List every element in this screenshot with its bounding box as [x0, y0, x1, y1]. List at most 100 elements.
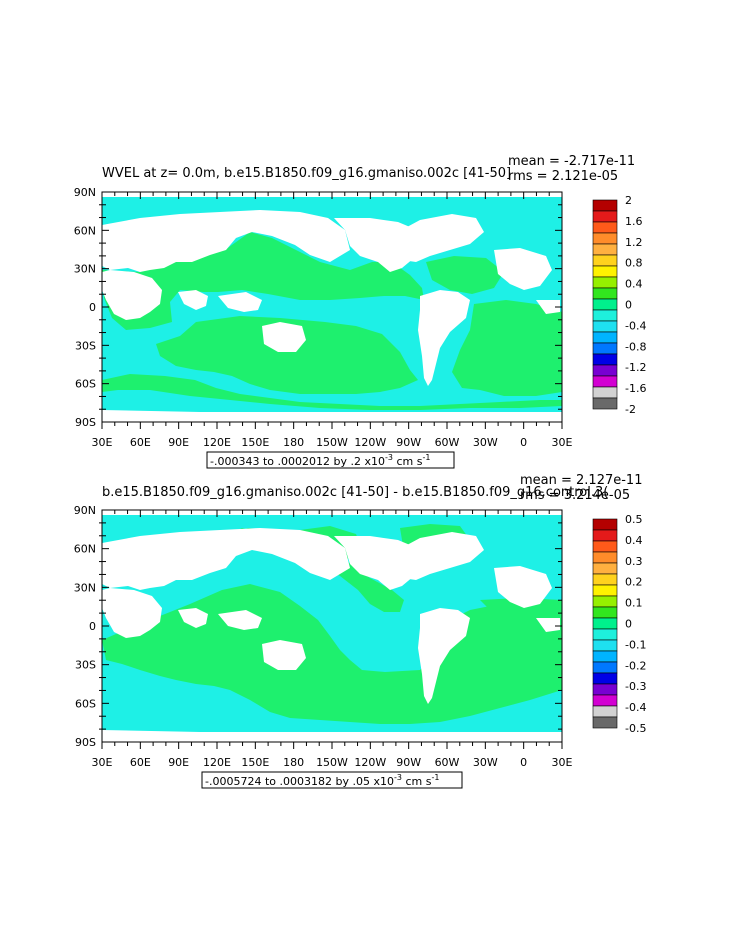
range-text: -.0005724 to .0003182 by .05 x10	[205, 775, 394, 788]
lon-label: 60W	[435, 756, 460, 769]
colorbar-box	[592, 529, 618, 542]
colorbar-box	[592, 551, 618, 564]
colorbar-box	[592, 650, 618, 663]
colorbar-box	[592, 683, 618, 696]
colorbar-box	[592, 331, 618, 344]
lon-label: 120W	[354, 436, 386, 449]
panel-top: WVEL at z= 0.0m, b.e15.B1850.f09_g16.gma…	[74, 154, 646, 469]
lon-label: 90W	[396, 436, 421, 449]
lon-label: 120E	[203, 436, 231, 449]
colorbar-label: -0.2	[625, 659, 646, 672]
lat-ticks-right	[555, 509, 562, 743]
lat-label: 90N	[74, 504, 96, 517]
lon-label: 30E	[92, 756, 113, 769]
lon-label: 0	[520, 756, 527, 769]
colorbar-label: 0.2	[625, 576, 643, 589]
colorbar-box	[592, 210, 618, 223]
colorbar-box	[592, 694, 618, 707]
lon-axis-labels: 30E 60E 90E 120E 150E 180 150W 120W 90W 60W 30W 0 30…	[92, 756, 573, 769]
mean-stat: mean = 2.127e-11	[520, 473, 642, 488]
colorbar-box	[592, 705, 618, 718]
lat-label: 30S	[75, 659, 96, 672]
positive-velocity-regions	[102, 232, 562, 410]
lon-label: 150W	[316, 436, 348, 449]
colorbar-box	[592, 386, 618, 399]
rms-stat: rms = 2.121e-05	[508, 169, 618, 184]
lon-ticks-bottom	[101, 422, 563, 429]
colorbar-label: -2	[625, 403, 636, 416]
colorbar-label: 0.3	[625, 555, 643, 568]
lat-label: 60S	[75, 378, 96, 391]
lon-label: 30E	[92, 436, 113, 449]
colorbar-label: 0.4	[625, 278, 643, 291]
lon-axis-labels: 30E 60E 90E 120E 150E 180 150W 120W 90W 60W 30W 0 30…	[92, 436, 573, 449]
svg-text:-.0005724 to .0003182 by .05 x: -.0005724 to .0003182 by .05 x10-3 cm s-…	[205, 773, 439, 788]
lon-label: 60E	[130, 756, 151, 769]
colorbar-box	[592, 672, 618, 685]
colorbar-box	[592, 287, 618, 300]
panel-bottom: b.e15.B1850.f09_g16.gmaniso.002c [41-50]…	[74, 473, 646, 789]
lon-label: 30E	[552, 436, 573, 449]
colorbar-box	[592, 342, 618, 355]
colorbar-box	[592, 243, 618, 256]
range-unit: cm s	[393, 455, 423, 468]
svg-text:-.000343 to .0002012 by .2 x10: -.000343 to .0002012 by .2 x10-3 cm s-1	[210, 453, 430, 468]
lat-label: 30N	[74, 581, 96, 594]
colorbar-label: 1.6	[625, 215, 643, 228]
colorbar-label: -0.1	[625, 638, 646, 651]
colorbar-label: 2	[625, 194, 632, 207]
colorbar-label: -1.2	[625, 361, 646, 374]
colorbar-box	[592, 584, 618, 597]
lat-ticks-right	[555, 191, 562, 423]
colorbar-box	[592, 265, 618, 278]
continents	[102, 192, 562, 422]
colorbar-box	[592, 639, 618, 652]
lon-label: 90E	[168, 436, 189, 449]
colorbar-box	[592, 353, 618, 366]
lat-label: 30S	[75, 339, 96, 352]
lon-label: 90E	[168, 756, 189, 769]
lon-label: 0	[520, 436, 527, 449]
colorbar-box	[592, 397, 618, 410]
range-unit-exponent: -1	[431, 773, 439, 782]
colorbar-box	[592, 320, 618, 333]
lon-label: 90W	[396, 756, 421, 769]
colorbar-box	[592, 661, 618, 674]
lon-label: 120E	[203, 756, 231, 769]
lat-axis-labels: 90N 60N 30N 0 30S 60S 90S	[74, 186, 96, 429]
lon-label: 60W	[435, 436, 460, 449]
mean-stat: mean = -2.717e-11	[508, 154, 635, 169]
lat-label: 0	[89, 301, 96, 314]
colorbar-box	[592, 364, 618, 377]
colorbar-label: 0.4	[625, 534, 643, 547]
lat-ticks-left	[99, 191, 109, 423]
colorbar-box	[592, 298, 618, 311]
lat-label: 90N	[74, 186, 96, 199]
colorbar-box	[592, 518, 618, 531]
colorbar-box	[592, 309, 618, 322]
colorbar-box	[592, 595, 618, 608]
colorbar: 2 1.6 1.2 0.8 0.4 0 -0.4 -0.8 -1.2 -1.6 -2	[592, 194, 646, 416]
colorbar-label: 0.8	[625, 257, 643, 270]
lon-label: 150W	[316, 756, 348, 769]
map-plot: 90N 60N 30N 0 30S 60S 90S 30E 60E 90E 120E 150E 180…	[74, 504, 573, 769]
lon-label: 150E	[241, 756, 269, 769]
lat-ticks-left	[99, 509, 109, 743]
colorbar-box	[592, 562, 618, 575]
range-exponent: -3	[394, 773, 402, 782]
colorbar-box	[592, 573, 618, 586]
lat-axis-labels: 90N 60N 30N 0 30S 60S 90S	[74, 504, 96, 749]
colorbar-box	[592, 276, 618, 289]
lon-ticks-top	[101, 192, 563, 199]
lon-label: 180	[283, 756, 304, 769]
colorbar-label: -0.8	[625, 340, 646, 353]
colorbar-label: 0	[625, 618, 632, 631]
colorbar-label: 1.2	[625, 236, 643, 249]
range-unit-exponent: -1	[422, 453, 430, 462]
colorbar: 0.5 0.4 0.3 0.2 0.1 0 -0.1 -0.2 -0.3 -0.4 -0.5	[592, 513, 646, 735]
colorbar-box	[592, 716, 618, 729]
colorbar-box	[592, 254, 618, 267]
lat-label: 60S	[75, 697, 96, 710]
colorbar-box	[592, 540, 618, 553]
lon-label: 60E	[130, 436, 151, 449]
